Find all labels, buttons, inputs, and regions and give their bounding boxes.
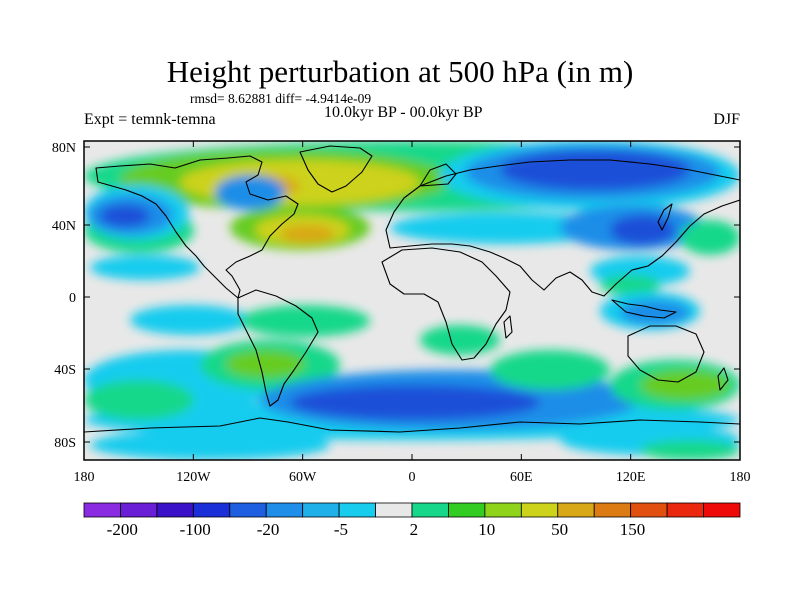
colorbar-swatch — [520, 502, 559, 518]
colorbar-swatch — [120, 502, 158, 518]
colorbar-swatch — [229, 502, 267, 518]
colorbar-swatch — [411, 502, 449, 518]
colorbar-label: 2 — [410, 520, 419, 539]
contour-region-weak-negative — [90, 430, 330, 460]
lon-tick-label: 60E — [510, 470, 533, 485]
colorbar-label: -200 — [107, 520, 138, 539]
contour-region-positive — [225, 350, 305, 378]
colorbar-label: 150 — [620, 520, 646, 539]
colorbar-swatch — [484, 502, 522, 518]
contour-region-weak-negative — [130, 305, 250, 335]
map-title: Height perturbation at 500 hPa (in m) — [166, 54, 634, 89]
coastline-africa — [381, 247, 511, 361]
contour-region-negative — [620, 300, 690, 325]
coastline-japan — [657, 203, 673, 231]
colorbar-swatch — [448, 502, 486, 518]
coastline-scandinavia — [419, 163, 457, 187]
lon-tick-label: 60W — [289, 470, 317, 485]
colorbar-swatch — [375, 502, 413, 518]
colorbar-swatch — [302, 502, 340, 518]
colorbar-swatch — [593, 502, 632, 518]
contour-region-weak-positive — [490, 350, 610, 390]
contour-region-weak-positive — [640, 440, 740, 460]
colorbar-swatch — [666, 502, 704, 518]
lon-tick-label: 180 — [74, 470, 95, 485]
contour-region-strong-negative — [500, 150, 690, 190]
height-perturbation-field — [84, 141, 740, 460]
lat-tick-label: 80N — [52, 141, 76, 156]
experiment-label: Expt = temnk-temna — [84, 111, 216, 128]
colorbar-label: 10 — [478, 520, 495, 539]
colorbar-label: -100 — [180, 520, 211, 539]
colorbar-swatch — [338, 502, 376, 518]
colorbar-label: -20 — [257, 520, 280, 539]
coastlines — [84, 145, 740, 433]
axis-tick-labels: 80N 40N 0 40S 80S 180 120W 60W 0 60E 120E 180 — [52, 141, 751, 485]
contour-region-weak-positive — [600, 275, 660, 295]
coastline-indonesia — [611, 299, 677, 319]
time-period-label: 10.0kyr BP - 00.0kyr BP — [324, 104, 483, 121]
contour-region-weak-negative — [390, 212, 620, 244]
contour-region-strong-negative — [290, 385, 540, 420]
contour-region-strong-positive — [180, 160, 420, 205]
rmsd-diff-stats: rmsd= 8.62881 diff= -4.9414e-09 — [190, 91, 372, 106]
season-label: DJF — [713, 111, 740, 128]
lon-tick-label: 180 — [730, 470, 751, 485]
lat-tick-label: 80S — [54, 436, 76, 451]
contour-region-weak-positive — [420, 325, 500, 355]
contour-region-weak-positive — [240, 305, 370, 337]
coastline-south-america — [237, 289, 319, 407]
colorbar-swatch — [192, 502, 231, 518]
colorbar-swatch — [703, 502, 741, 518]
coastline-greenland — [299, 145, 373, 193]
contour-region-max-positive — [280, 225, 335, 243]
lat-tick-label: 40N — [52, 219, 76, 234]
lat-tick-label: 40S — [54, 363, 76, 378]
axis-ticks — [83, 141, 741, 460]
colorbar-swatch — [557, 502, 595, 518]
colorbar: -200 -100 -20 -5 2 10 50 150 — [83, 502, 741, 539]
colorbar-swatch — [265, 502, 304, 518]
colorbar-swatch — [630, 502, 668, 518]
lon-tick-label: 0 — [409, 470, 416, 485]
colorbar-label: -5 — [334, 520, 348, 539]
contour-region-strong-negative — [610, 215, 675, 245]
colorbar-swatch — [156, 502, 194, 518]
contour-region-strong-negative — [100, 205, 150, 227]
contour-region-weak-negative — [90, 255, 200, 280]
coastline-madagascar — [503, 315, 513, 339]
coastline-new-zealand — [717, 367, 729, 391]
contour-region-weak-positive — [84, 380, 194, 420]
coastline-north-america — [95, 155, 299, 299]
colorbar-label: 50 — [551, 520, 568, 539]
coastline-antarctica — [84, 417, 740, 433]
colorbar-swatch — [83, 502, 121, 518]
contour-region-positive — [640, 370, 730, 400]
lat-tick-label: 0 — [69, 291, 76, 306]
lon-tick-label: 120W — [176, 470, 211, 485]
coastline-australia — [627, 325, 705, 383]
contour-region-weak-positive — [680, 220, 740, 255]
coastline-eurasia — [385, 159, 740, 297]
lon-tick-label: 120E — [616, 470, 646, 485]
